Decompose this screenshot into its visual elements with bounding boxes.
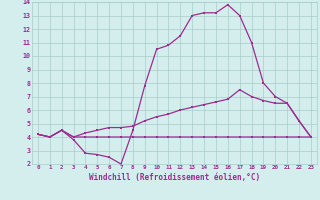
X-axis label: Windchill (Refroidissement éolien,°C): Windchill (Refroidissement éolien,°C): [89, 173, 260, 182]
